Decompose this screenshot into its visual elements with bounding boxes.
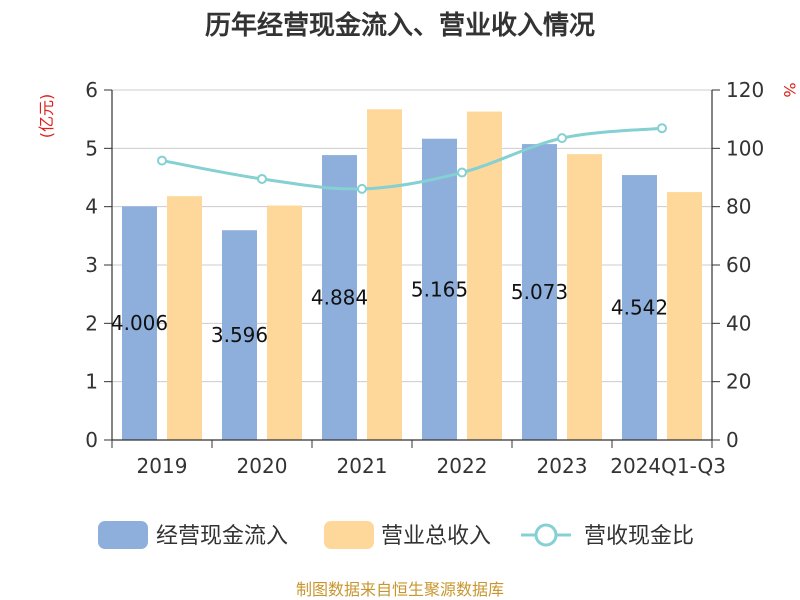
ratio-point (657, 123, 667, 134)
left-tick-label: 0 (85, 428, 98, 452)
left-axis-unit: (亿元) (37, 94, 56, 139)
bar-value-label: 4.006 (111, 311, 168, 335)
chart-title: 历年经营现金流入、营业收入情况 (205, 10, 595, 41)
bar-value-label: 4.542 (611, 296, 668, 320)
ratio-point (357, 183, 367, 194)
ratio-point (257, 173, 267, 184)
legend-swatch (324, 521, 374, 549)
data-labels: 4.006 3.596 4.884 5.165 5.073 4.542 (111, 277, 668, 347)
bar-revenue (267, 205, 302, 440)
x-tick-label: 2022 (437, 454, 488, 478)
bar-value-label: 5.073 (511, 280, 568, 304)
bar-revenue (567, 154, 602, 440)
x-tick-label: 2023 (537, 454, 588, 478)
left-tick-label: 6 (85, 78, 98, 102)
legend-revenue: 营业总收入 (324, 521, 491, 549)
bar-cash-inflow (522, 144, 557, 440)
legend-ratio: 营收现金比 (521, 523, 694, 549)
bar-cash-inflow (422, 138, 457, 441)
bar-revenue (167, 196, 202, 440)
left-tick-label: 2 (85, 311, 98, 335)
right-tick-label: 60 (726, 253, 751, 277)
legend-swatch (98, 521, 148, 549)
bar-cash-inflow (222, 230, 257, 440)
ratio-point (457, 167, 467, 178)
gridlines (112, 89, 712, 383)
legend-label: 营业总收入 (381, 524, 491, 549)
right-tick-label: 100 (726, 136, 764, 160)
ratio-point (557, 133, 567, 144)
source-note: 制图数据来自恒生聚源数据库 (296, 580, 504, 599)
left-tick-label: 5 (85, 136, 98, 160)
bar-value-label: 3.596 (211, 323, 268, 347)
x-tick-label: 2020 (237, 454, 288, 478)
x-tick-label: 2021 (337, 454, 388, 478)
legend-label: 经营现金流入 (156, 524, 288, 549)
legend-cash-inflow: 经营现金流入 (98, 521, 288, 549)
x-tick-label: 2024Q1-Q3 (610, 454, 726, 478)
ratio-line (157, 123, 667, 194)
bar-cash-inflow (122, 206, 157, 440)
legend-marker (534, 523, 558, 547)
right-tick-label: 40 (726, 311, 751, 335)
bar-cash-inflow (622, 175, 657, 441)
legend: 经营现金流入 营业总收入 营收现金比 (98, 521, 694, 549)
right-tick-label: 80 (726, 195, 751, 219)
right-tick-label: 0 (726, 428, 739, 452)
right-tick-label: 120 (726, 78, 764, 102)
bar-value-label: 4.884 (311, 286, 368, 310)
ratio-point (157, 155, 167, 166)
right-axis-unit: % (780, 82, 799, 97)
right-tick-label: 20 (726, 370, 751, 394)
bar-revenue (667, 192, 702, 440)
x-tick-label: 2019 (137, 454, 188, 478)
left-tick-label: 3 (85, 253, 98, 277)
legend-label: 营收现金比 (584, 524, 694, 549)
bar-revenue (367, 109, 402, 440)
bar-cash-inflow (322, 155, 357, 440)
left-tick-label: 1 (85, 370, 98, 394)
bar-value-label: 5.165 (411, 277, 468, 301)
bars (122, 109, 702, 441)
left-tick-label: 4 (85, 195, 98, 219)
ratio-line-path (161, 126, 663, 191)
